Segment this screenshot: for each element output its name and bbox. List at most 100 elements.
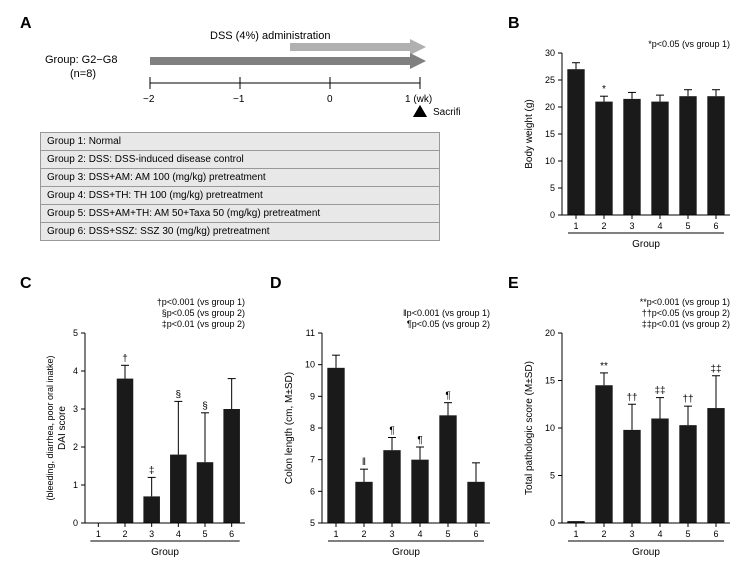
panel-b: 0510152025301*23456Body weight (g)Group*… (520, 25, 740, 260)
svg-text:¶: ¶ (417, 435, 422, 446)
svg-text:5: 5 (202, 529, 207, 539)
group-row: Group 6: DSS+SSZ: SSZ 30 (mg/kg) pretrea… (41, 223, 440, 241)
svg-text:Group: Group (632, 547, 660, 558)
svg-text:0: 0 (73, 518, 78, 528)
svg-text:¶: ¶ (445, 391, 450, 402)
svg-text:2: 2 (601, 529, 606, 539)
svg-text:6: 6 (229, 529, 234, 539)
svg-text:Body weight (g): Body weight (g) (524, 99, 535, 168)
svg-text:1: 1 (573, 529, 578, 539)
svg-text:1: 1 (573, 221, 578, 231)
svg-text:8: 8 (310, 423, 315, 433)
group-line2: (n=8) (70, 68, 96, 80)
svg-text:4: 4 (657, 529, 662, 539)
svg-text:**: ** (600, 361, 608, 372)
panel-a-label: A (20, 15, 32, 33)
svg-text:††: †† (626, 392, 637, 403)
svg-text:4: 4 (417, 529, 422, 539)
svg-text:9: 9 (310, 391, 315, 401)
sacrifice-text: Sacrifice (433, 107, 460, 118)
svg-text:‡‡: ‡‡ (710, 364, 721, 375)
svg-text:0: 0 (550, 518, 555, 528)
svg-text:15: 15 (545, 129, 555, 139)
svg-text:¶: ¶ (389, 426, 394, 437)
dss-label: DSS (4%) administration (210, 30, 330, 42)
svg-text:5: 5 (550, 183, 555, 193)
svg-text:††p<0.05 (vs group 2): ††p<0.05 (vs group 2) (642, 308, 730, 318)
group-row: Group 2: DSS: DSS-induced disease contro… (41, 151, 440, 169)
svg-text:§p<0.05 (vs group 2): §p<0.05 (vs group 2) (162, 308, 245, 318)
arrow-dark (150, 53, 426, 69)
svg-text:1: 1 (333, 529, 338, 539)
group-row: Group 4: DSS+TH: TH 100 (mg/kg) pretreat… (41, 187, 440, 205)
group-row: Group 1: Normal (41, 133, 440, 151)
svg-text:15: 15 (545, 376, 555, 386)
svg-text:¶p<0.05 (vs group 2): ¶p<0.05 (vs group 2) (407, 319, 490, 329)
svg-text:†p<0.001 (vs group 1): †p<0.001 (vs group 1) (157, 297, 245, 307)
panel-c-chart: 0123451†2‡3§4§56DAI score(bleeding, diar… (35, 288, 255, 563)
svg-text:7: 7 (310, 455, 315, 465)
svg-text:1: 1 (96, 529, 101, 539)
svg-text:Group: Group (392, 547, 420, 558)
panel-e-label: E (508, 275, 519, 293)
svg-text:1: 1 (73, 480, 78, 490)
panel-b-label: B (508, 15, 520, 33)
panel-d: 5678910111‖2¶3¶4¶56Colon length (cm, M±S… (280, 288, 500, 568)
group-row: Group 5: DSS+AM+TH: AM 50+Taxa 50 (mg/kg… (41, 205, 440, 223)
panel-d-chart: 5678910111‖2¶3¶4¶56Colon length (cm, M±S… (280, 288, 500, 563)
group-line1: Group: G2−G8 (45, 54, 117, 66)
group-table: Group 1: Normal Group 2: DSS: DSS-induce… (40, 132, 440, 241)
svg-text:5: 5 (550, 471, 555, 481)
panel-e-chart: 051015201**2††3‡‡4††5‡‡6Total pathologic… (520, 288, 740, 563)
svg-text:2: 2 (73, 442, 78, 452)
svg-text:Group: Group (632, 239, 660, 250)
svg-text:4: 4 (176, 529, 181, 539)
svg-text:6: 6 (713, 221, 718, 231)
svg-text:§: § (202, 401, 208, 412)
svg-text:Total pathologic score (M±SD): Total pathologic score (M±SD) (524, 361, 535, 495)
svg-text:4: 4 (657, 221, 662, 231)
panel-a-timeline: DSS (4%) administration Group: G2−G8 (n=… (40, 25, 460, 125)
svg-text:6: 6 (473, 529, 478, 539)
svg-text:0: 0 (327, 94, 333, 105)
svg-text:2: 2 (361, 529, 366, 539)
svg-text:2: 2 (122, 529, 127, 539)
svg-text:6: 6 (310, 486, 315, 496)
svg-text:−1: −1 (233, 94, 245, 105)
svg-text:3: 3 (149, 529, 154, 539)
svg-text:−2: −2 (143, 94, 155, 105)
svg-text:**p<0.001 (vs group 1): **p<0.001 (vs group 1) (640, 297, 730, 307)
svg-text:‡‡p<0.01 (vs group 2): ‡‡p<0.01 (vs group 2) (642, 319, 730, 329)
svg-text:20: 20 (545, 328, 555, 338)
svg-text:3: 3 (629, 221, 634, 231)
svg-text:3: 3 (73, 404, 78, 414)
svg-text:‡p<0.01 (vs group 2): ‡p<0.01 (vs group 2) (162, 319, 245, 329)
svg-text:20: 20 (545, 102, 555, 112)
svg-text:†: † (122, 353, 128, 364)
svg-text:5: 5 (685, 221, 690, 231)
svg-text:Colon length (cm, M±SD): Colon length (cm, M±SD) (284, 372, 295, 484)
panel-e: 051015201**2††3‡‡4††5‡‡6Total pathologic… (520, 288, 740, 568)
svg-text:‖: ‖ (362, 457, 366, 468)
svg-text:10: 10 (545, 423, 555, 433)
svg-text:6: 6 (713, 529, 718, 539)
panel-c-label: C (20, 275, 32, 293)
svg-text:11: 11 (306, 328, 315, 338)
svg-text:10: 10 (545, 156, 555, 166)
svg-text:5: 5 (310, 518, 315, 528)
svg-text:5: 5 (445, 529, 450, 539)
svg-text:3: 3 (389, 529, 394, 539)
svg-text:2: 2 (601, 221, 606, 231)
svg-text:(bleeding, diarrhea, poor oral: (bleeding, diarrhea, poor oral inatke) (45, 355, 55, 500)
svg-text:‡: ‡ (149, 465, 155, 476)
svg-text:‖p<0.001 (vs group 1): ‖p<0.001 (vs group 1) (403, 308, 490, 318)
panel-c: 0123451†2‡3§4§56DAI score(bleeding, diar… (35, 288, 255, 568)
svg-text:§: § (176, 389, 182, 400)
svg-text:5: 5 (73, 328, 78, 338)
svg-text:30: 30 (545, 48, 555, 58)
svg-text:*p<0.05 (vs group 1): *p<0.05 (vs group 1) (648, 39, 730, 49)
panel-b-chart: 0510152025301*23456Body weight (g)Group*… (520, 25, 740, 255)
svg-text:4: 4 (73, 366, 78, 376)
svg-text:3: 3 (629, 529, 634, 539)
svg-text:1 (wk): 1 (wk) (405, 94, 432, 105)
